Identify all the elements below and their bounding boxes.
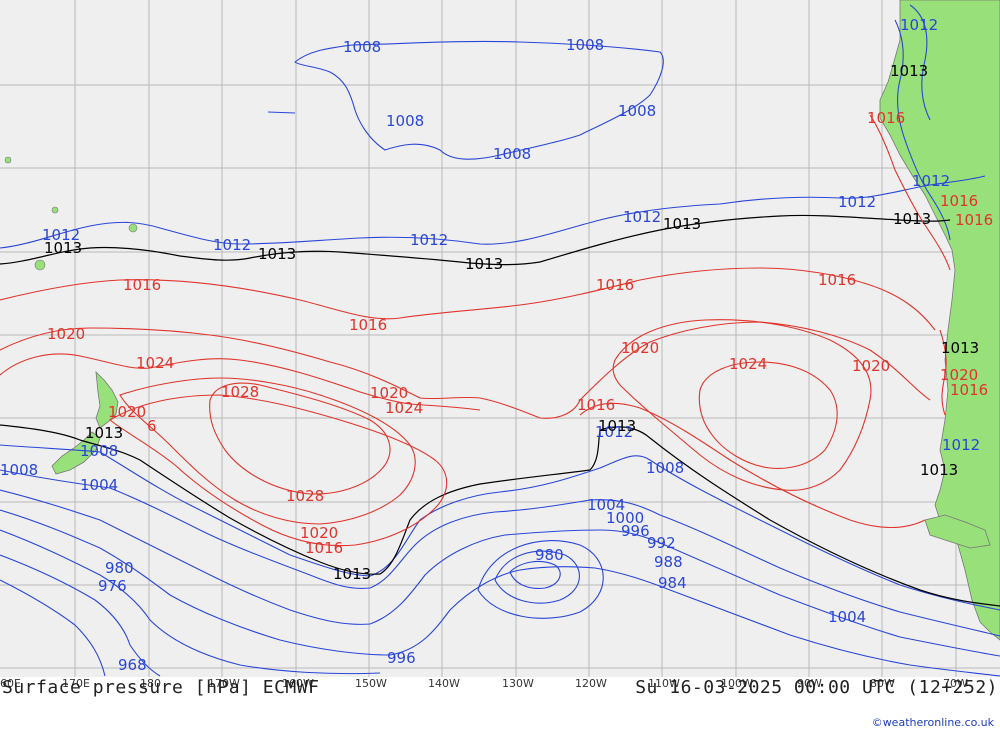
isobar-label: 980 bbox=[105, 559, 134, 577]
isobar-label: 976 bbox=[98, 577, 127, 595]
longitude-label: 130W bbox=[502, 677, 534, 690]
isobar-labels-red: 1016 1016 1016 1016 1016 1020 1024 1028 … bbox=[47, 109, 993, 557]
isobar-label: 1016 bbox=[955, 211, 993, 229]
isobar-label: 1016 bbox=[596, 276, 634, 294]
ocean-background bbox=[0, 0, 1000, 677]
isobar-label: 1013 bbox=[44, 239, 82, 257]
longitude-label: 70W bbox=[943, 677, 968, 690]
isobar-label: 1008 bbox=[0, 461, 38, 479]
isobar-label: 1008 bbox=[566, 36, 604, 54]
isobar-label: 1016 bbox=[818, 271, 856, 289]
isobar-label: 1013 bbox=[598, 417, 636, 435]
longitude-label: 140W bbox=[428, 677, 460, 690]
isobars-low-pressure bbox=[0, 4, 1000, 677]
isobars-1013 bbox=[0, 214, 1000, 607]
isobar-label: 1012 bbox=[595, 423, 633, 441]
isobar-label: 980 bbox=[535, 546, 564, 564]
longitude-label: 120W bbox=[575, 677, 607, 690]
isobar-label: 1012 bbox=[213, 236, 251, 254]
isobar-label: 1013 bbox=[663, 215, 701, 233]
longitude-label: 160W bbox=[282, 677, 314, 690]
isobar-label: 1016 bbox=[305, 539, 343, 557]
isobars-high-pressure bbox=[0, 114, 951, 547]
isobar-label: 1012 bbox=[900, 16, 938, 34]
isobar-label: 1013 bbox=[333, 565, 371, 583]
tierra-del-fuego-land bbox=[924, 514, 991, 549]
isobar-label: 968 bbox=[118, 656, 147, 674]
south-america-land bbox=[879, 0, 1000, 641]
isobar-label: 1008 bbox=[493, 145, 531, 163]
isobar-label: 1013 bbox=[85, 424, 123, 442]
longitude-label: 60E bbox=[0, 677, 21, 690]
isobar-label: 1020 bbox=[108, 403, 146, 421]
isobar-label: 1020 bbox=[300, 524, 338, 542]
isobar-label: 1028 bbox=[221, 383, 259, 401]
isobar-label: 1008 bbox=[386, 112, 424, 130]
isobar-label: 6 bbox=[147, 417, 157, 435]
isobar-label: 984 bbox=[658, 574, 687, 592]
longitude-label: 80W bbox=[870, 677, 895, 690]
isobar-label: 1016 bbox=[940, 192, 978, 210]
longitude-label: 180 bbox=[140, 677, 161, 690]
isobar-label: 1012 bbox=[623, 208, 661, 226]
isobar-label: 988 bbox=[654, 553, 683, 571]
longitude-label: 90W bbox=[797, 677, 822, 690]
isobar-label: 1016 bbox=[577, 396, 615, 414]
isobar-label: 1012 bbox=[912, 172, 950, 190]
isobar-label: 1013 bbox=[465, 255, 503, 273]
isobar-label: 1000 bbox=[606, 509, 644, 527]
isobar-label: 1004 bbox=[828, 608, 866, 626]
isobar-label: 1016 bbox=[123, 276, 161, 294]
isobar-label: 1008 bbox=[343, 38, 381, 56]
isobar-label: 1008 bbox=[80, 442, 118, 460]
isobar-label: 1020 bbox=[940, 366, 978, 384]
longitude-label: 170E bbox=[62, 677, 90, 690]
isobar-label: 1020 bbox=[370, 384, 408, 402]
isobar-label: 1016 bbox=[349, 316, 387, 334]
isobar-label: 1016 bbox=[950, 381, 988, 399]
isobar-label: 1013 bbox=[941, 339, 979, 357]
isobar-labels-blue: 1008 1008 1008 1008 1008 1012 1012 1012 … bbox=[0, 16, 980, 674]
isobar-label: 1013 bbox=[258, 245, 296, 263]
map-footer: Surface pressure [hPa] ECMWF Su 16-03-20… bbox=[0, 677, 1000, 701]
isobar-label: 1028 bbox=[286, 487, 324, 505]
source-credit[interactable]: ©weatheronline.co.uk bbox=[871, 716, 994, 729]
isobar-label: 996 bbox=[621, 522, 650, 540]
pacific-islands bbox=[4, 156, 138, 271]
longitude-label: 110W bbox=[648, 677, 680, 690]
new-zealand-north-land bbox=[95, 370, 119, 429]
isobar-label: 1012 bbox=[942, 436, 980, 454]
longitude-label: 100W bbox=[721, 677, 753, 690]
longitude-label: 170W bbox=[208, 677, 240, 690]
isobar-label: 1004 bbox=[80, 476, 118, 494]
isobar-labels-black: 1013 1013 1013 1013 1013 1013 1013 1013 … bbox=[44, 62, 979, 583]
isobar-label: 1008 bbox=[618, 102, 656, 120]
isobar-label: 992 bbox=[647, 534, 676, 552]
isobar-label: 1013 bbox=[920, 461, 958, 479]
isobar-label: 1012 bbox=[410, 231, 448, 249]
isobar-label: 1013 bbox=[893, 210, 931, 228]
isobar-label: 996 bbox=[387, 649, 416, 667]
isobar-label: 1020 bbox=[621, 339, 659, 357]
isobar-label: 1020 bbox=[47, 325, 85, 343]
longitude-labels: 60E 170E 180 170W 160W 150W 140W 130W 12… bbox=[0, 677, 968, 690]
isobar-label: 1013 bbox=[890, 62, 928, 80]
longitude-label: 150W bbox=[355, 677, 387, 690]
isobar-label: 1024 bbox=[729, 355, 767, 373]
isobar-label: 1024 bbox=[385, 399, 423, 417]
isobar-label: 1024 bbox=[136, 354, 174, 372]
map-title: Surface pressure [hPa] ECMWF bbox=[2, 677, 320, 698]
isobar-label: 1020 bbox=[852, 357, 890, 375]
graticule bbox=[0, 0, 1000, 677]
isobar-label: 1004 bbox=[587, 496, 625, 514]
isobar-label: 1016 bbox=[867, 109, 905, 127]
isobar-label: 1012 bbox=[42, 226, 80, 244]
isobar-label: 1008 bbox=[646, 459, 684, 477]
isobar-label: 1012 bbox=[838, 193, 876, 211]
valid-time: Su 16-03-2025 00:00 UTC (12+252) bbox=[635, 677, 998, 698]
